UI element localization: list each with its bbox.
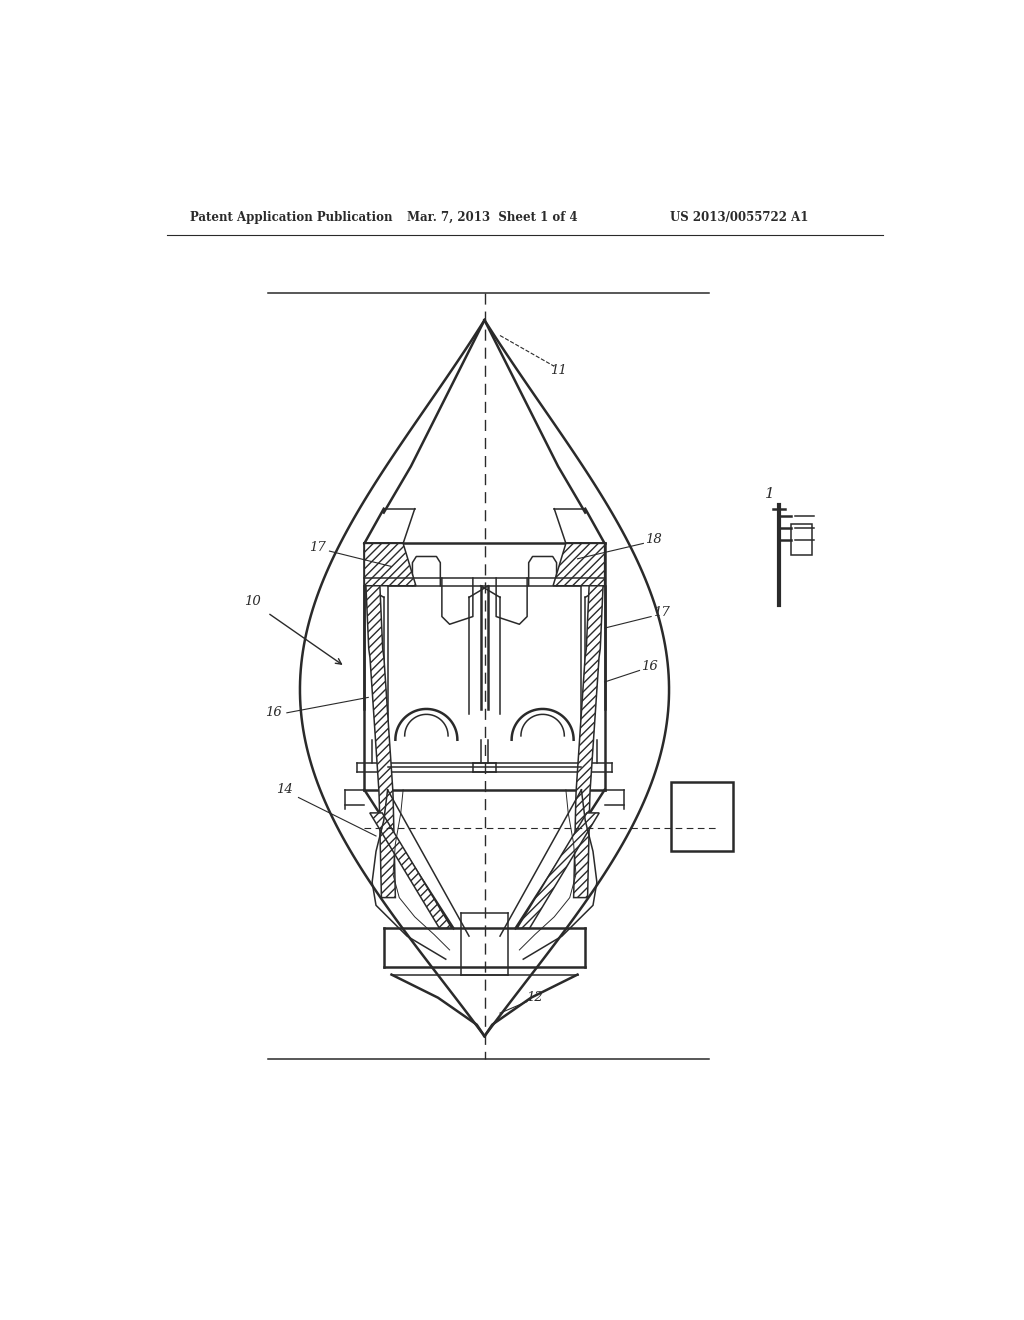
Text: 17: 17 (309, 541, 327, 554)
Polygon shape (365, 552, 395, 898)
Polygon shape (365, 544, 416, 586)
Polygon shape (573, 552, 604, 898)
Text: 14: 14 (276, 783, 293, 796)
Text: Patent Application Publication: Patent Application Publication (190, 211, 392, 224)
Text: 12: 12 (526, 991, 544, 1005)
Polygon shape (370, 813, 452, 928)
Text: 16: 16 (265, 706, 282, 719)
FancyBboxPatch shape (791, 524, 812, 554)
Polygon shape (517, 813, 599, 928)
Text: 17: 17 (653, 606, 670, 619)
Text: 16: 16 (641, 660, 658, 673)
Text: 1: 1 (765, 487, 774, 502)
Text: 11: 11 (550, 363, 566, 376)
Text: US 2013/0055722 A1: US 2013/0055722 A1 (671, 211, 809, 224)
Polygon shape (553, 544, 604, 586)
Text: Mar. 7, 2013  Sheet 1 of 4: Mar. 7, 2013 Sheet 1 of 4 (407, 211, 578, 224)
Text: 10: 10 (244, 594, 260, 607)
Text: 18: 18 (645, 533, 662, 546)
FancyBboxPatch shape (671, 781, 732, 851)
